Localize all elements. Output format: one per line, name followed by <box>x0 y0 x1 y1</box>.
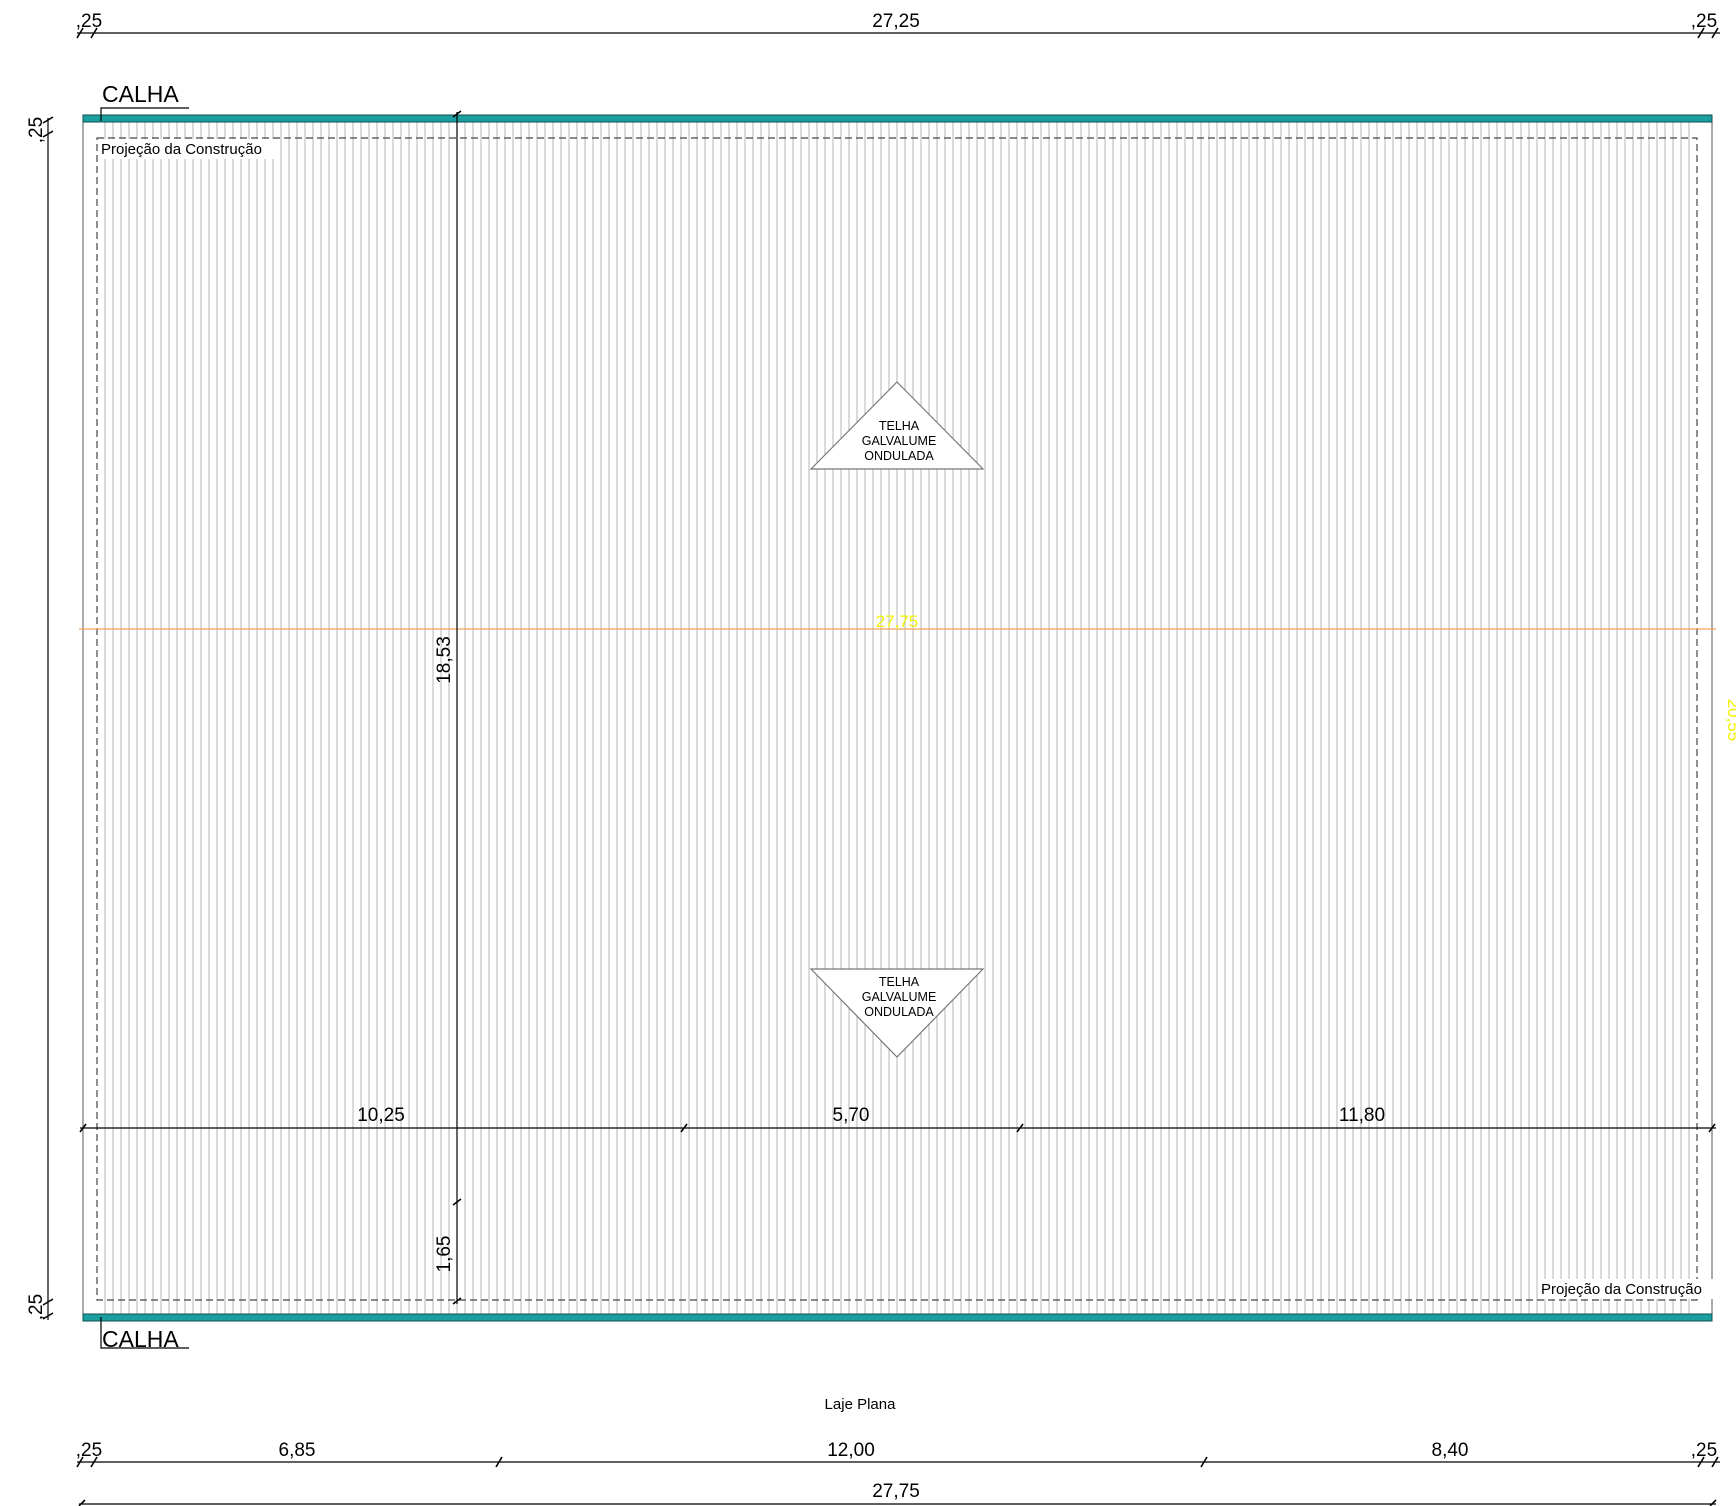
dimension-bottom-row1: ,25 6,85 12,00 8,40 ,25 <box>76 1440 1720 1468</box>
dim-inner-c: 11,80 <box>1339 1105 1385 1126</box>
dimension-top-row: ,25 27,25 ,25 <box>76 11 1720 39</box>
projection-label-bottom: Projeção da Construção <box>1541 1281 1702 1298</box>
slope-up-line2: GALVALUME <box>862 434 937 448</box>
gutter-top-label: CALHA <box>102 81 179 107</box>
slope-up-line1: TELHA <box>879 419 920 433</box>
dim-left-top: ,25 <box>26 117 47 143</box>
slope-up-line3: ONDULADA <box>864 449 934 463</box>
ridge-dimension-label: 27,75 <box>876 612 919 631</box>
dim-inner-a: 10,25 <box>357 1105 405 1126</box>
corrugated-sheet-pattern <box>104 122 1690 1314</box>
dim-bottom-total: 27,75 <box>872 1481 920 1502</box>
dim-left-bottom: ,25 <box>26 1294 47 1320</box>
dim-vertical-upper: 18,53 <box>434 636 455 684</box>
gutter-bottom <box>82 1313 1713 1322</box>
dim-top-middle: 27,25 <box>872 11 920 32</box>
dimension-interior-vertical: 18,53 1,65 <box>434 110 462 1305</box>
gutter-bottom-callout: CALHA <box>100 1317 189 1352</box>
dim-bottom-left: ,25 <box>76 1440 102 1461</box>
dimension-interior-horizontal: 10,25 5,70 11,80 <box>79 1105 1716 1133</box>
bottom-note: Laje Plana <box>825 1396 897 1413</box>
dim-bottom-c: 8,40 <box>1432 1440 1469 1461</box>
slope-down-line3: ONDULADA <box>864 1005 934 1019</box>
dim-top-right: ,25 <box>1691 11 1717 32</box>
gutter-bottom-label: CALHA <box>102 1326 179 1352</box>
construction-projection <box>96 137 1698 1301</box>
dim-vertical-lower: 1,65 <box>434 1236 455 1273</box>
projection-label-top: Projeção da Construção <box>101 141 262 158</box>
dim-bottom-right: ,25 <box>1691 1440 1717 1461</box>
dim-inner-b: 5,70 <box>833 1105 870 1126</box>
dim-top-left: ,25 <box>76 11 102 32</box>
slope-arrow-up: TELHA GALVALUME ONDULADA <box>809 381 985 470</box>
slope-down-line2: GALVALUME <box>862 990 937 1004</box>
slope-down-line1: TELHA <box>879 975 920 989</box>
slope-arrow-down: TELHA GALVALUME ONDULADA <box>809 968 985 1058</box>
dimension-left-column: ,25 ,25 <box>26 116 54 1320</box>
gutter-top <box>82 114 1713 123</box>
dimension-bottom-row2: 27,75 <box>78 1481 1717 1506</box>
dim-bottom-a: 6,85 <box>279 1440 316 1461</box>
gutter-top-callout: CALHA <box>100 81 189 121</box>
dim-bottom-b: 12,00 <box>827 1440 875 1461</box>
side-dimension-label: 20,55 <box>1724 699 1736 742</box>
